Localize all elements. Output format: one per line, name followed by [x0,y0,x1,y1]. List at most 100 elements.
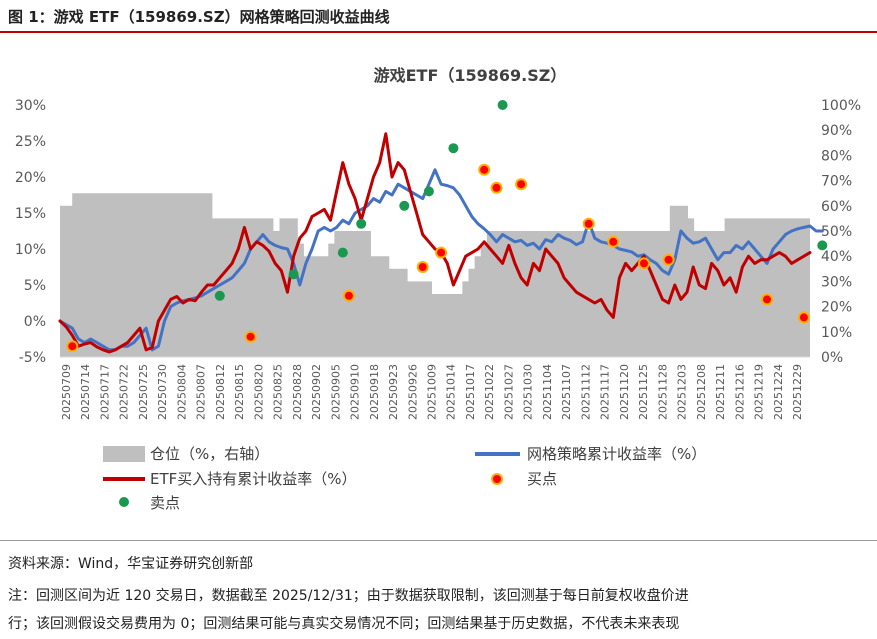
y-left-tick-label: 15% [15,206,46,222]
axes: 30% 25% 20% 15% 10% 5% 0% -5% 100% 90% 80% 70% 60% 50… [15,98,861,420]
sell-point [214,290,225,301]
y-right-tick-label: 10% [821,325,852,341]
x-tick-label: 20250926 [406,364,419,420]
y-right-tick-label: 100% [821,98,861,114]
x-tick-label: 20251216 [733,364,746,420]
x-tick-label: 20250804 [175,364,188,420]
x-tick-label: 20251030 [522,364,535,420]
x-tick-label: 20251027 [502,364,515,420]
buy-point [342,289,355,302]
buy-point [435,246,448,259]
x-tick-label: 20250905 [329,364,342,420]
buy-point [761,293,773,306]
x-tick-label: 20251211 [714,364,727,420]
x-tick-label: 20250725 [137,364,150,420]
x-tick-label: 20251208 [695,364,708,420]
x-tick-label: 20250910 [349,364,362,420]
disclaimer-line-1: 注：回测区间为近 120 交易日，数据截至 2025/12/31；由于数据获取限… [8,588,689,604]
legend-swatch-buy [491,473,503,485]
buy-point [582,217,595,230]
sell-point [448,143,459,154]
x-tick-label: 20251017 [464,364,477,420]
y-left-tick-label: 30% [15,98,46,114]
x-tick-label: 20250918 [368,364,381,420]
legend-label-position: 仓位（%，右轴） [150,445,269,463]
x-tick-label: 20250825 [272,364,285,420]
x-tick-label: 20250812 [214,364,227,420]
sell-point [399,200,410,211]
x-tick-label: 20251128 [656,364,669,420]
sell-point [497,100,508,110]
buy-point [797,311,810,324]
y-right-tick-label: 80% [821,148,852,164]
buy-point [490,181,503,194]
etf-hold-line [58,132,812,354]
x-tick-label: 20250902 [310,364,323,420]
plot-area [58,100,828,357]
y-left-tick-label: -5% [19,350,46,366]
footer-divider [0,540,877,541]
legend-label-grid: 网格策略累计收益率（%） [527,445,706,463]
x-tick-label: 20251112 [579,364,592,420]
source-note: 资料来源：Wind，华宝证券研究创新部 [8,556,254,572]
legend-label-etf: ETF买入持有累计收益率（%） [150,470,357,488]
legend-swatch-position [103,446,145,462]
x-tick-label: 20251107 [560,364,573,420]
buy-point [515,178,528,191]
sell-point [356,218,367,229]
sell-point [817,240,828,251]
buy-point [416,261,429,273]
x-tick-label: 20250717 [99,364,112,420]
y-right-tick-label: 30% [821,274,852,290]
x-tick-label: 20250815 [233,364,246,420]
y-right-tick-label: 90% [821,123,852,139]
sell-point [288,269,299,280]
x-tick-label: 20251219 [753,364,766,420]
legend-label-buy: 买点 [527,470,557,488]
chart-canvas: 游戏ETF（159869.SZ） 30% 25% 20% 15% 10% 5% 0% -5% 1… [15,66,861,512]
buy-point [662,253,675,266]
x-tick-label: 20250828 [291,364,304,420]
x-tick-label: 20250923 [387,364,400,420]
y-left-tick-label: 10% [15,242,46,258]
buy-point [607,235,620,248]
x-tick-label: 20251117 [599,364,612,420]
header-divider [0,31,877,33]
y-left-tick-label: 25% [15,134,46,150]
buy-point [638,257,650,270]
x-tick-label: 20251120 [618,364,631,420]
buy-point [478,163,491,176]
x-tick-label: 20251014 [445,364,458,420]
x-tick-label: 20251104 [541,364,554,420]
y-right-tick-label: 50% [821,224,852,240]
y-right-tick-label: 70% [821,174,852,190]
y-right-tick-label: 40% [821,249,852,265]
buy-point [244,330,257,343]
sell-point [423,186,434,197]
x-tick-label: 20250807 [195,364,208,420]
x-tick-label: 20251022 [483,364,496,420]
figure-header: 图 1：游戏 ETF（159869.SZ）网格策略回测收益曲线 [8,8,390,26]
x-tick-label: 20251203 [676,364,689,420]
chart-title: 游戏ETF（159869.SZ） [374,66,567,85]
x-tick-label: 20251224 [772,364,785,420]
y-right-tick-label: 0% [821,350,843,366]
disclaimer-line-2: 行；该回测假设交易费用为 0；回测结果可能与真实交易情况不同；回测结果基于历史数… [8,616,680,632]
x-tick-label: 20251009 [426,364,439,420]
y-right-tick-label: 60% [821,199,852,215]
sell-point [337,247,348,258]
x-tick-label: 20251229 [791,364,804,420]
y-left-tick-label: 0% [24,314,46,330]
x-tick-label: 20250709 [60,364,73,420]
x-tick-label: 20250714 [79,364,92,420]
legend-label-sell: 卖点 [150,494,180,512]
y-left-tick-label: 5% [24,278,46,294]
y-right-tick-label: 20% [821,300,852,316]
x-tick-label: 20250820 [252,364,265,420]
buy-point [66,340,79,353]
x-tick-label: 20250730 [156,364,169,420]
x-tick-label: 20250722 [118,364,131,420]
legend-swatch-sell [119,497,129,507]
x-tick-label: 20251125 [637,364,650,420]
